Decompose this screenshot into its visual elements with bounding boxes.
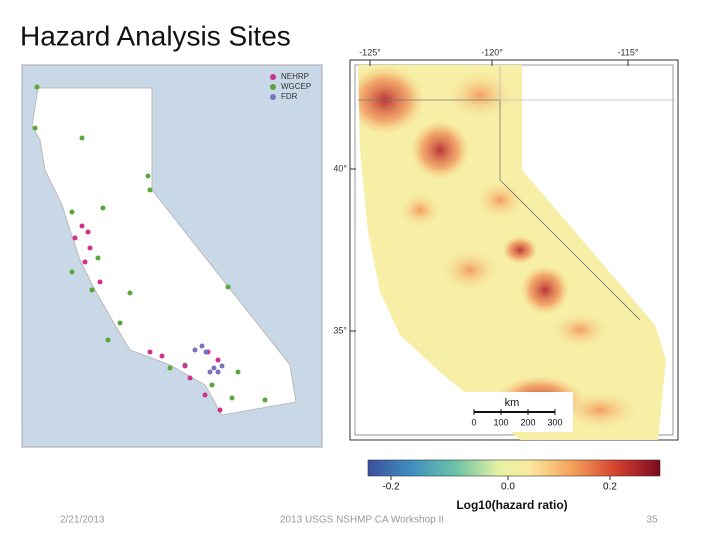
site-marker: [215, 357, 221, 363]
site-marker: [202, 392, 208, 398]
site-marker: [105, 337, 111, 343]
scale-bar-tick-label: 300: [547, 417, 562, 427]
colorbar-tick-label: 0.0: [501, 482, 515, 493]
site-marker: [79, 135, 85, 141]
longitude-label: -125°: [359, 47, 381, 57]
legend-label: FDR: [281, 92, 298, 101]
site-marker: [187, 375, 193, 381]
site-marker: [69, 209, 75, 215]
footer-date: 2/21/2013: [60, 515, 105, 526]
legend-label: NEHRP: [281, 72, 309, 81]
heat-blob: [445, 70, 515, 120]
legend-label: WGCEP: [281, 82, 311, 91]
heat-blob: [475, 180, 525, 220]
scale-bar-unit: km: [505, 397, 520, 409]
site-marker: [167, 365, 173, 371]
site-marker: [211, 365, 217, 371]
site-marker: [87, 245, 93, 251]
legend-swatch: [270, 94, 276, 100]
heat-blob: [520, 265, 570, 315]
latitude-label: 35°: [333, 325, 347, 335]
site-marker: [72, 235, 78, 241]
heat-blob: [440, 248, 500, 292]
site-marker: [100, 205, 106, 211]
latitude-label: 40°: [333, 163, 347, 173]
colorbar: [367, 459, 661, 477]
site-marker: [147, 349, 153, 355]
longitude-label: -120°: [481, 47, 503, 57]
site-marker: [145, 173, 151, 179]
longitude-label: -115°: [618, 47, 639, 57]
legend-swatch: [270, 74, 276, 80]
site-marker: [32, 125, 38, 131]
site-marker: [97, 279, 103, 285]
site-marker: [209, 382, 215, 388]
heat-blob: [502, 236, 538, 264]
heat-blob: [398, 192, 442, 228]
site-marker: [192, 347, 198, 353]
colorbar-tick-label: -0.2: [382, 482, 400, 493]
site-marker: [117, 320, 123, 326]
colorbar-tick-label: 0.2: [603, 482, 617, 493]
colorbar-ticks: -0.2 0.0 0.2: [382, 476, 617, 493]
scale-bar: 0 100 200 300: [471, 409, 563, 427]
page-number: 35: [646, 515, 658, 526]
scale-bar-tick-label: 200: [520, 417, 535, 427]
heat-blob: [410, 120, 470, 180]
site-marker: [79, 223, 85, 229]
footer-event: 2013 USGS NSHMP CA Workshop II: [280, 515, 444, 526]
site-marker: [34, 84, 40, 90]
site-marker: [147, 187, 153, 193]
site-markers: [32, 84, 268, 413]
site-marker: [199, 343, 205, 349]
state-border: [358, 99, 641, 321]
site-marker: [85, 229, 91, 235]
scale-bar-tick-label: 100: [493, 417, 508, 427]
state-border: [499, 65, 675, 101]
site-marker: [219, 363, 225, 369]
hazard-map: -125° -120° -115° 40° 35° km 0 100 200 300: [333, 47, 679, 441]
site-marker: [215, 369, 221, 375]
legend-swatch: [270, 84, 276, 90]
site-marker: [82, 259, 88, 265]
graticule: -125° -120° -115° 40° 35°: [333, 47, 638, 335]
heat-blob: [560, 390, 640, 430]
site-marker: [207, 369, 213, 375]
slide-title: Hazard Analysis Sites: [20, 20, 291, 51]
california-outline: [31, 87, 297, 416]
site-marker: [235, 369, 241, 375]
site-marker: [159, 353, 165, 359]
heat-blob: [550, 312, 610, 348]
scale-bar-tick-label: 0: [471, 417, 476, 427]
site-marker: [229, 395, 235, 401]
site-marker: [182, 363, 188, 369]
site-marker: [89, 287, 95, 293]
site-marker: [127, 290, 133, 296]
site-marker: [95, 255, 101, 261]
site-marker: [203, 349, 209, 355]
site-marker: [69, 269, 75, 275]
colorbar-label: Log10(hazard ratio): [456, 498, 567, 512]
site-marker: [217, 407, 223, 413]
site-marker: [225, 284, 231, 290]
site-marker: [262, 397, 268, 403]
